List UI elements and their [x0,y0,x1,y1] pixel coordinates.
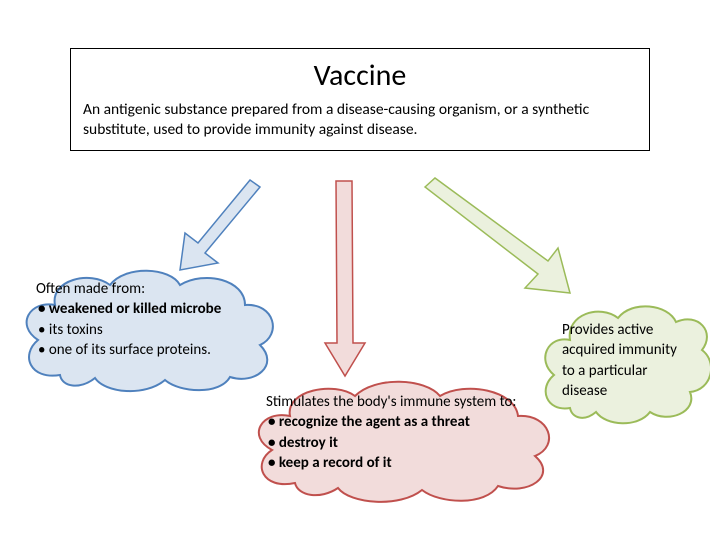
definition-text: An antigenic substance prepared from a d… [83,100,637,140]
page-title: Vaccine [83,57,637,94]
list-item: recognize the agent as a threat [268,412,544,432]
cloud-made-from: Often made from: weakened or killed micr… [20,265,280,395]
cloud-stimulates: Stimulates the body's immune system to: … [250,378,560,503]
arrow-mid [322,178,368,378]
list-item: one of its surface proteins. [38,340,264,360]
arrow-right [420,175,580,300]
arrow-left [160,175,270,275]
list-item: weakened or killed microbe [38,299,264,319]
cloud-left-lead: Often made from: [36,279,264,299]
list-item: destroy it [268,433,544,453]
list-item: its toxins [38,320,264,340]
cloud-left-list: weakened or killed microbe its toxins on… [36,299,264,360]
definition-box: Vaccine An antigenic substance prepared … [70,48,650,151]
cloud-right-text: Provides active acquired immunity to a p… [562,320,690,401]
list-item: keep a record of it [268,453,544,473]
cloud-mid-lead: Stimulates the body's immune system to: [266,392,544,412]
cloud-provides: Provides active acquired immunity to a p… [540,300,710,430]
cloud-mid-list: recognize the agent as a threat destroy … [266,412,544,473]
